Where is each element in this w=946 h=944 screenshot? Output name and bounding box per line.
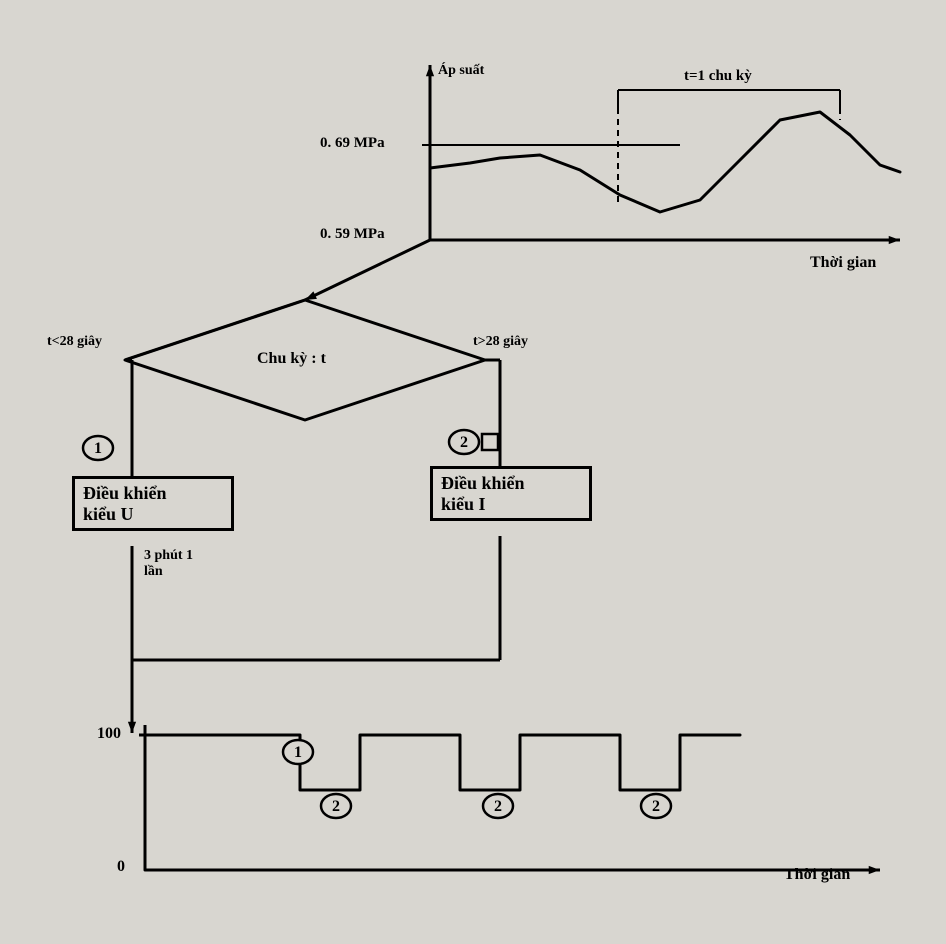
frequency-label: 3 phút 1 lần — [144, 548, 193, 580]
svg-text:1: 1 — [94, 440, 102, 457]
pressure-y-upper: 0. 69 MPa — [320, 135, 385, 152]
pressure-x-label: Thời gian — [810, 254, 876, 272]
output-y-0: 0 — [117, 858, 125, 876]
svg-text:2: 2 — [494, 798, 502, 815]
pressure-chart-title: Áp suất — [438, 63, 484, 79]
diamond-label: Chu kỳ : t — [257, 350, 326, 368]
pressure-y-lower: 0. 59 MPa — [320, 226, 385, 243]
output-x-label: Thời gian — [784, 866, 850, 884]
branch-left-label: t<28 giây — [47, 334, 102, 350]
branch-right-label: t>28 giây — [473, 334, 528, 350]
output-y-100: 100 — [97, 725, 121, 743]
svg-text:2: 2 — [460, 434, 468, 451]
svg-text:2: 2 — [332, 798, 340, 815]
svg-text:1: 1 — [294, 744, 302, 761]
control-i-box: Điều khiểnkiểu I — [430, 466, 592, 521]
svg-text:2: 2 — [652, 798, 660, 815]
cycle-label: t=1 chu kỳ — [684, 68, 752, 85]
control-u-box: Điều khiểnkiểu U — [72, 476, 234, 531]
